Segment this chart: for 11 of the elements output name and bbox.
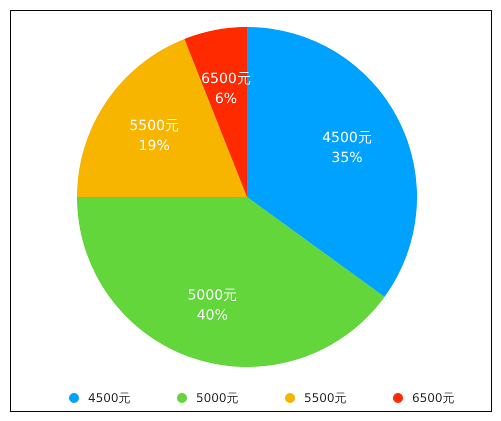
legend-label: 6500元 xyxy=(412,391,455,405)
data-label: 40% xyxy=(196,308,228,324)
legend-label: 4500元 xyxy=(88,391,131,405)
legend-label: 5000元 xyxy=(196,391,239,405)
data-label: 35% xyxy=(331,150,363,166)
data-label: 6% xyxy=(214,90,238,107)
slice-label: 4500元 xyxy=(322,130,372,146)
legend-label: 5500元 xyxy=(304,391,347,405)
slice-label: 5000元 xyxy=(188,288,238,304)
slice-label: 5500元 xyxy=(129,118,180,134)
data-label: 19% xyxy=(138,138,170,154)
